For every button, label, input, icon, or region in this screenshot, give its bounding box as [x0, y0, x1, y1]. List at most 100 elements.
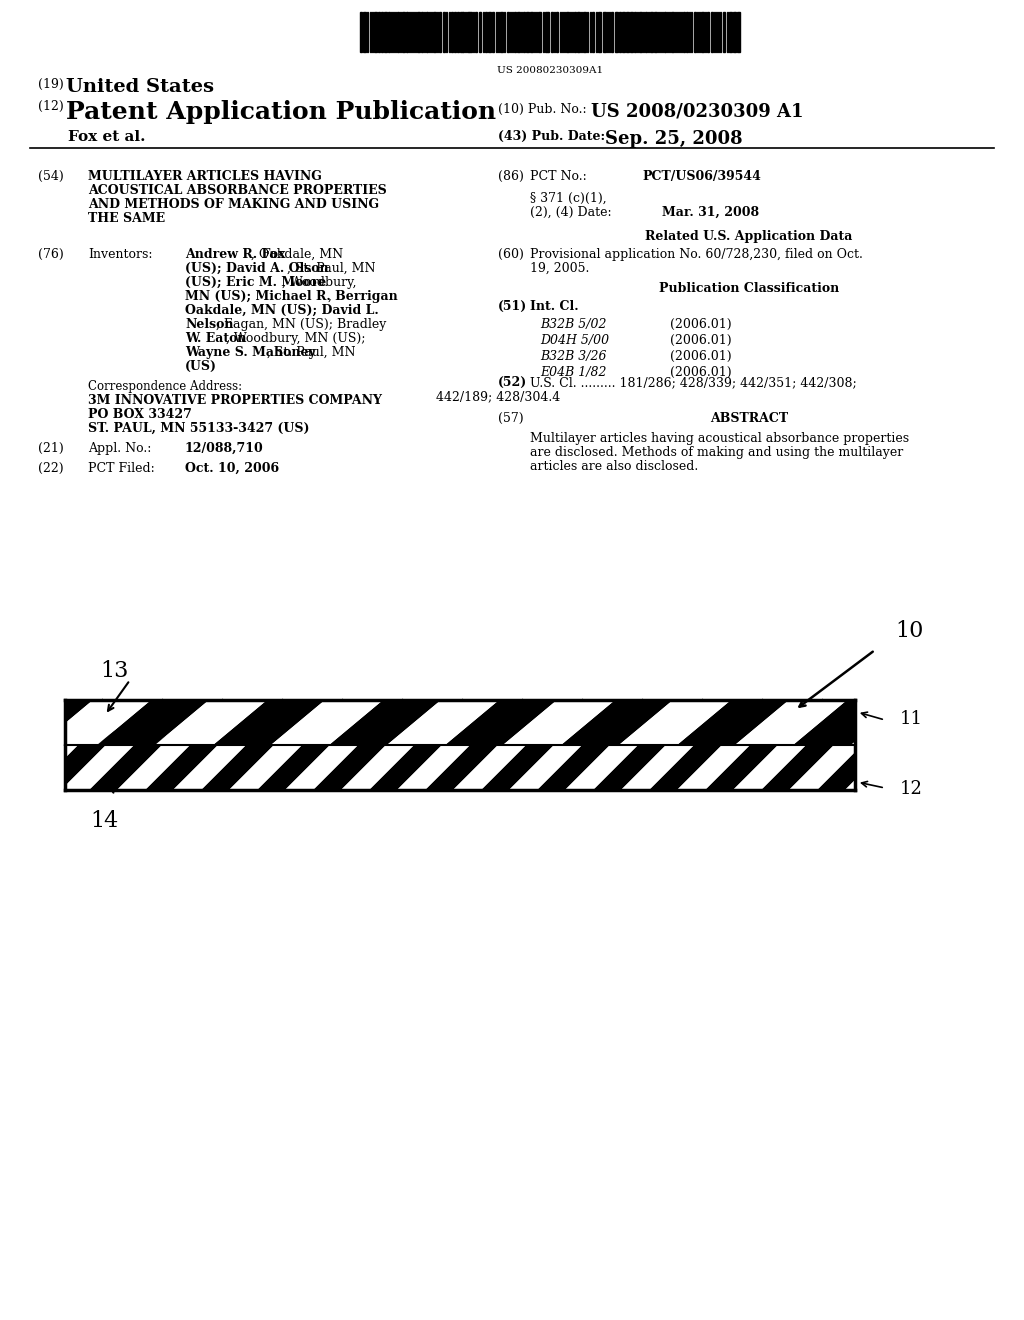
Text: (19): (19)	[38, 78, 68, 91]
Text: (51): (51)	[498, 300, 527, 313]
Polygon shape	[677, 744, 750, 789]
Bar	[645, 12, 647, 51]
Text: (2), (4) Date:: (2), (4) Date:	[530, 206, 611, 219]
Text: PCT/US06/39544: PCT/US06/39544	[642, 170, 761, 183]
Bar	[526, 12, 529, 51]
Bar	[455, 12, 457, 51]
Text: Int. Cl.: Int. Cl.	[530, 300, 579, 313]
Text: Appl. No.:: Appl. No.:	[88, 442, 152, 455]
Bar	[469, 12, 472, 51]
Polygon shape	[509, 744, 582, 789]
Bar	[375, 12, 377, 51]
Polygon shape	[39, 700, 151, 744]
Polygon shape	[0, 700, 35, 744]
Bar	[65, 700, 855, 789]
Bar	[530, 12, 534, 51]
Bar	[418, 12, 421, 51]
Text: Sep. 25, 2008: Sep. 25, 2008	[605, 129, 742, 148]
Bar	[611, 12, 613, 51]
Text: Publication Classification: Publication Classification	[658, 282, 839, 294]
Text: AND METHODS OF MAKING AND USING: AND METHODS OF MAKING AND USING	[88, 198, 379, 211]
Polygon shape	[271, 700, 383, 744]
Bar	[364, 12, 367, 51]
Polygon shape	[453, 744, 526, 789]
Bar	[683, 12, 685, 51]
Text: (US); Eric M. Moore: (US); Eric M. Moore	[185, 276, 327, 289]
Bar	[433, 12, 436, 51]
Bar	[700, 12, 703, 51]
Polygon shape	[313, 744, 386, 789]
Text: MULTILAYER ARTICLES HAVING: MULTILAYER ARTICLES HAVING	[88, 170, 322, 183]
Polygon shape	[285, 744, 358, 789]
Polygon shape	[481, 744, 554, 789]
Polygon shape	[873, 744, 946, 789]
Polygon shape	[397, 744, 470, 789]
Text: PCT Filed:: PCT Filed:	[88, 462, 155, 475]
Text: United States: United States	[66, 78, 214, 96]
Bar	[590, 12, 591, 51]
Bar	[378, 12, 381, 51]
Text: (52): (52)	[498, 376, 527, 389]
Text: ACOUSTICAL ABSORBANCE PROPERTIES: ACOUSTICAL ABSORBANCE PROPERTIES	[88, 183, 387, 197]
Text: articles are also disclosed.: articles are also disclosed.	[530, 459, 698, 473]
Bar	[514, 12, 516, 51]
Bar	[616, 12, 617, 51]
Text: E04B 1/82: E04B 1/82	[540, 366, 606, 379]
Text: THE SAME: THE SAME	[88, 213, 165, 224]
Text: (86): (86)	[498, 170, 524, 183]
Bar	[569, 12, 571, 51]
Polygon shape	[851, 700, 963, 744]
Bar	[523, 12, 525, 51]
Text: MN (US); Michael R. Berrigan: MN (US); Michael R. Berrigan	[185, 290, 397, 304]
Text: , Oakdale, MN: , Oakdale, MN	[251, 248, 343, 261]
Text: Fox et al.: Fox et al.	[68, 129, 145, 144]
Polygon shape	[537, 744, 610, 789]
Text: , Woodbury, MN (US);: , Woodbury, MN (US);	[226, 333, 366, 345]
Bar	[402, 12, 406, 51]
Polygon shape	[817, 744, 890, 789]
Text: (60): (60)	[498, 248, 524, 261]
Polygon shape	[909, 700, 1021, 744]
Text: (54): (54)	[38, 170, 63, 183]
Polygon shape	[445, 700, 557, 744]
Bar	[451, 12, 454, 51]
Polygon shape	[341, 744, 414, 789]
Polygon shape	[621, 744, 694, 789]
Text: ABSTRACT: ABSTRACT	[710, 412, 788, 425]
Polygon shape	[705, 744, 778, 789]
Bar	[598, 12, 601, 51]
Polygon shape	[790, 744, 862, 789]
Bar	[737, 12, 739, 51]
Bar	[694, 12, 695, 51]
Bar	[711, 12, 713, 51]
Polygon shape	[0, 700, 93, 744]
Text: 19, 2005.: 19, 2005.	[530, 261, 590, 275]
Bar	[672, 12, 674, 51]
Bar	[677, 12, 678, 51]
Text: § 371 (c)(1),: § 371 (c)(1),	[530, 191, 606, 205]
Polygon shape	[155, 700, 267, 744]
Text: , Woodbury,: , Woodbury,	[282, 276, 356, 289]
Text: Provisional application No. 60/728,230, filed on Oct.: Provisional application No. 60/728,230, …	[530, 248, 863, 261]
Bar	[460, 12, 463, 51]
Bar	[492, 12, 495, 51]
Bar	[388, 12, 390, 51]
Text: Wayne S. Mahoney: Wayne S. Mahoney	[185, 346, 315, 359]
Bar	[639, 12, 642, 51]
Polygon shape	[0, 744, 22, 789]
Bar	[360, 12, 362, 51]
Bar	[457, 12, 459, 51]
Polygon shape	[565, 744, 638, 789]
Text: U.S. Cl. ......... 181/286; 428/339; 442/351; 442/308;: U.S. Cl. ......... 181/286; 428/339; 442…	[530, 376, 857, 389]
Bar	[65, 700, 855, 789]
Bar	[443, 12, 445, 51]
Text: (2006.01): (2006.01)	[670, 350, 731, 363]
Text: (12): (12)	[38, 100, 68, 114]
Polygon shape	[677, 700, 790, 744]
Bar	[563, 12, 565, 51]
Text: ,: ,	[328, 290, 332, 304]
Text: Patent Application Publication: Patent Application Publication	[66, 100, 496, 124]
Text: PCT No.:: PCT No.:	[530, 170, 587, 183]
Bar	[65, 700, 855, 744]
Text: Related U.S. Application Data: Related U.S. Application Data	[645, 230, 853, 243]
